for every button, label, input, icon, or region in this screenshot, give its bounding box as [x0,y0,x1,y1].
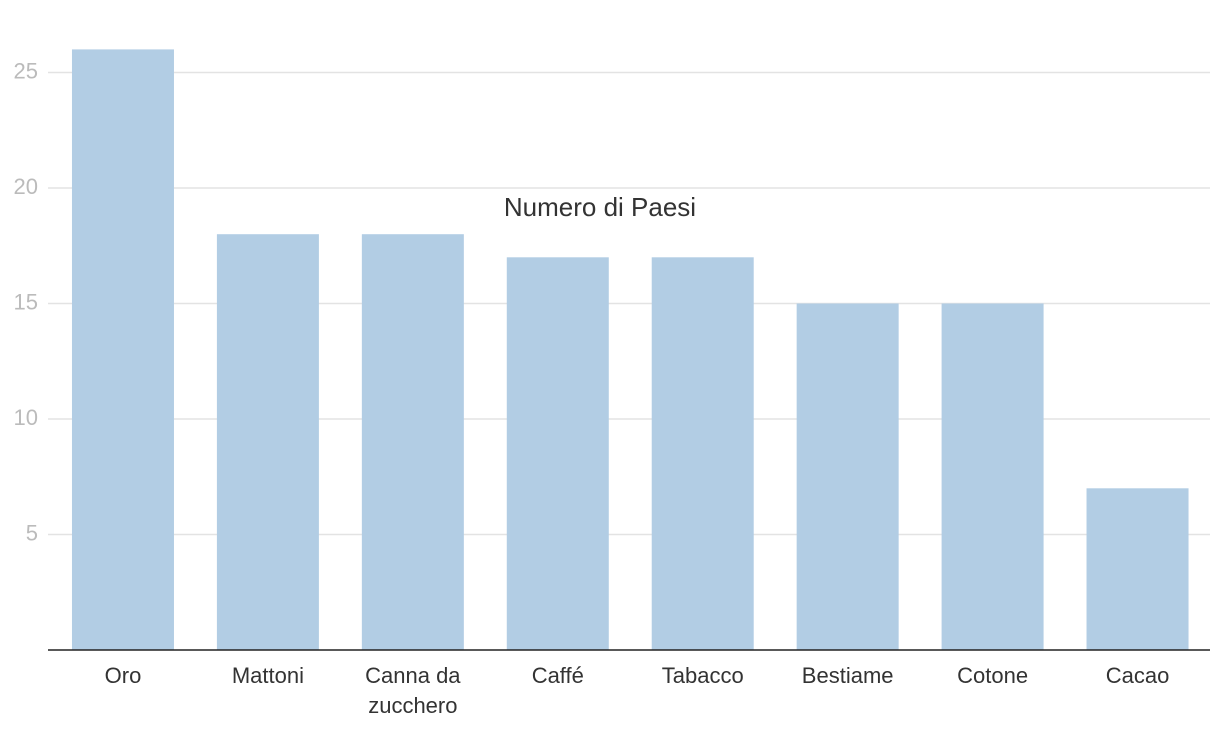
y-tick-label: 25 [14,58,38,83]
y-tick-label: 10 [14,405,38,430]
x-tick-label: Canna da zucchero [365,663,461,718]
bar [941,303,1044,650]
x-tick-label: Caffé [531,663,584,688]
bar [796,303,899,650]
y-tick-label: 15 [14,289,38,314]
bar [361,234,464,650]
bar [506,257,609,650]
x-tick-label: Oro [104,663,142,688]
x-tick-label: Mattoni [231,663,304,688]
bar [71,49,174,650]
x-tick-label: Bestiame [801,663,894,688]
bar [1086,488,1189,650]
y-tick-label: 5 [26,520,38,545]
bar [216,234,319,650]
x-tick-label: Cacao [1105,663,1170,688]
x-tick-label: Cotone [957,663,1029,688]
y-tick-label: 20 [14,174,38,199]
chart-title: Numero di Paesi [504,192,696,222]
bar [651,257,754,650]
x-tick-label: Tabacco [661,663,744,688]
